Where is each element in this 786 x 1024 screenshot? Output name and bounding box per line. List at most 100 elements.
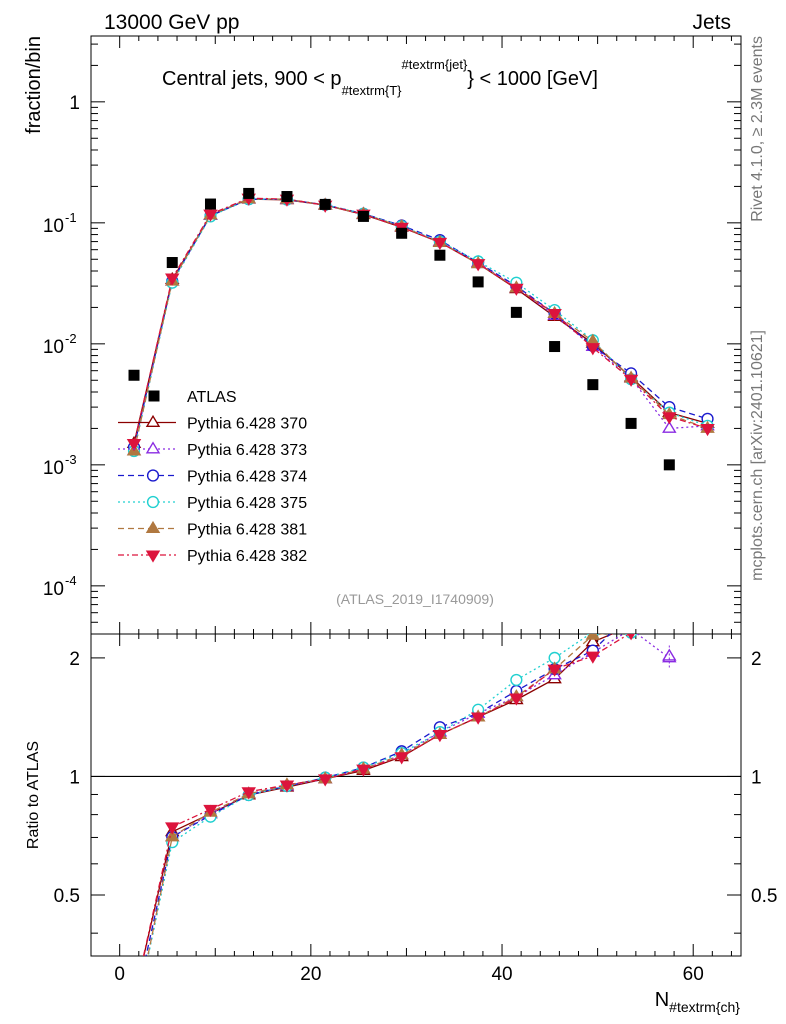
- series-0: [126, 191, 715, 449]
- ratio-marker: [664, 601, 675, 612]
- ratio-line: [145, 634, 611, 956]
- reference-marker: [319, 198, 331, 210]
- x-tick-label: 0: [114, 964, 125, 985]
- reference-marker: [510, 306, 522, 318]
- ratio-line: [143, 634, 614, 956]
- reference-marker: [472, 276, 484, 288]
- ratio-marker: [664, 583, 675, 594]
- ratio-extra: [662, 645, 677, 669]
- ratio-marker: [432, 730, 448, 743]
- y-tick-exponent: -2: [65, 331, 77, 346]
- ratio-marker: [203, 804, 218, 817]
- analysis-id: (ATLAS_2019_I1740909): [336, 591, 494, 607]
- series-marker: [165, 273, 180, 286]
- ratio-marker: [510, 673, 523, 687]
- legend-item-2: Pythia 6.428 374: [118, 469, 307, 486]
- series-marker: [585, 343, 601, 356]
- ratio-axes: 0 20 40 60 0.5 0.5 1 1 2 2: [54, 634, 777, 985]
- reference-marker: [396, 227, 408, 239]
- series-marker: [662, 412, 677, 425]
- series-marker: [623, 374, 639, 387]
- y-tick-label: 10: [43, 458, 64, 479]
- legend-marker: [145, 550, 161, 563]
- ratio-marker: [129, 1018, 140, 1024]
- y-axis-title: fraction/bin: [23, 36, 45, 134]
- ratio-marker: [129, 1005, 140, 1016]
- series-layer: [126, 187, 715, 471]
- ratio-marker: [317, 774, 333, 787]
- ratio-line: [147, 634, 592, 956]
- reference-marker: [549, 341, 561, 353]
- ratio-marker: [279, 780, 295, 793]
- ratio-marker: [626, 608, 637, 619]
- y-tick-label: 10: [43, 216, 64, 237]
- reference-marker: [204, 198, 216, 210]
- legend-marker: [146, 469, 160, 482]
- legend-item-1: Pythia 6.428 373: [118, 441, 307, 459]
- reference-marker: [166, 257, 178, 269]
- legend-label: Pythia 6.428 375: [187, 495, 307, 512]
- ratio-marker: [585, 634, 601, 640]
- series-line: [133, 197, 708, 444]
- title-main: Central jets, 900 < p: [162, 68, 342, 90]
- ratio-marker: [128, 1017, 140, 1024]
- x-axis-title-main: N: [655, 989, 669, 1011]
- y-tick-exponent: -4: [65, 573, 77, 588]
- x-axis-title: N#textrm{ch}: [655, 989, 741, 1015]
- legend-item-5: Pythia 6.428 382: [118, 548, 307, 565]
- title-tail: } < 1000 [GeV]: [467, 68, 598, 90]
- reference-marker: [281, 191, 293, 203]
- title-superscript: #textrm{jet}: [402, 57, 468, 72]
- series-2: [127, 193, 714, 454]
- ratio-marker: [585, 651, 601, 664]
- x-tick-label: 20: [300, 964, 321, 985]
- ratio-line: [147, 634, 606, 956]
- ratio-marker: [356, 764, 371, 777]
- legend-marker: [148, 390, 160, 402]
- x-axis-title-subscript: #textrm{ch}: [669, 999, 740, 1015]
- series-line: [133, 198, 708, 444]
- ratio-y-tick-label-right: 2: [751, 649, 762, 670]
- ratio-marker: [625, 623, 637, 633]
- ratio-y-axis-title: Ratio to ATLAS: [25, 741, 42, 849]
- legend-item-0: Pythia 6.428 370: [118, 414, 307, 433]
- reference-marker: [625, 417, 637, 429]
- legend-item-3: Pythia 6.428 375: [118, 495, 307, 512]
- y-tick-label: 10: [43, 579, 64, 600]
- ratio-line: [142, 634, 631, 956]
- ratio-marker: [128, 992, 140, 1002]
- series-line: [133, 198, 708, 452]
- series-marker: [547, 309, 562, 322]
- ratio-marker: [128, 995, 140, 1005]
- x-tick-label: 60: [683, 964, 704, 985]
- ratio-marker: [663, 607, 675, 617]
- series-marker: [509, 283, 524, 296]
- ratio-series-2: [129, 583, 675, 1016]
- ratio-y-tick-label-right: 0.5: [751, 886, 777, 907]
- reference-marker: [663, 459, 675, 471]
- ratio-marker: [165, 829, 180, 842]
- legend: ATLAS Pythia 6.428 370 Pythia 6.428 373 Pyt…: [118, 389, 307, 565]
- ratio-plot-frame: [90, 633, 742, 957]
- reference-series: [128, 187, 675, 471]
- y-tick-label: 10: [43, 337, 64, 358]
- ratio-series-1: [147, 634, 677, 956]
- ratio-marker: [547, 664, 562, 677]
- x-tick-label: 40: [491, 964, 512, 985]
- ratio-layer: [128, 583, 677, 1024]
- ratio-y-tick-label: 2: [69, 649, 80, 670]
- ratio-line: [147, 634, 670, 956]
- jets-label: Jets: [692, 11, 731, 34]
- series-marker: [126, 439, 142, 452]
- reference-marker: [434, 249, 446, 261]
- ratio-marker: [663, 600, 675, 610]
- legend-marker: [145, 520, 161, 533]
- legend-label: Pythia 6.428 382: [187, 548, 307, 565]
- legend-label: ATLAS: [187, 389, 237, 406]
- ratio-y-tick-label-right: 1: [751, 767, 762, 788]
- legend-marker: [145, 414, 161, 427]
- rivet-version-label: Rivet 4.1.0, ≥ 2.3M events: [749, 36, 766, 222]
- reference-marker: [243, 187, 255, 199]
- main-plot-frame: [90, 35, 742, 635]
- legend-item-4: Pythia 6.428 381: [118, 520, 307, 539]
